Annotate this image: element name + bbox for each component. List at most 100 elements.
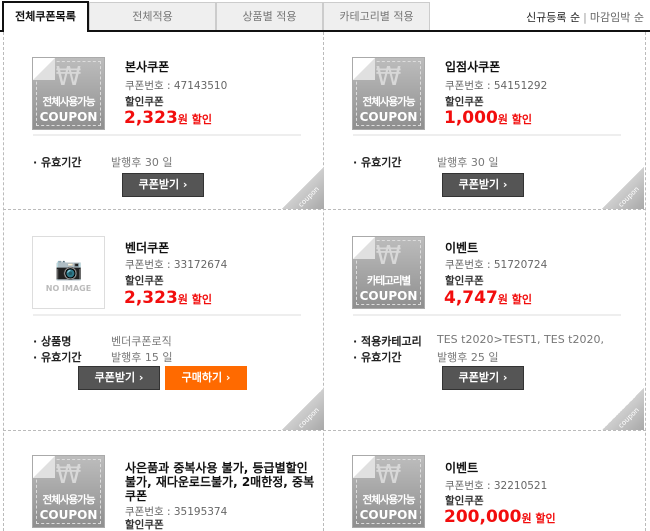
info-value: 발행후 25 일 (437, 351, 499, 364)
thumb-sub: COUPON (39, 110, 98, 124)
sort-newest[interactable]: 신규등록 순 (526, 11, 581, 24)
amount-value: 200,000 (444, 507, 522, 527)
info-label: · 적용카테고리 (353, 335, 422, 348)
coupon-peel-icon: coupon (282, 388, 324, 430)
divider (33, 314, 301, 316)
amount-unit: 원 할인 (521, 512, 556, 525)
coupon-title: 본사쿠폰 (125, 60, 170, 74)
info-label: · 유효기간 (353, 156, 402, 169)
coupon-title: 이벤트 (445, 241, 479, 255)
coupon-card: ₩ 전체사용가능 COUPON 사은품과 중복사용 불가, 등급별할인불가, 재다운로… (4, 431, 324, 531)
thumb-border (36, 61, 101, 126)
coupon-thumbnail: ₩ 카테고리별 COUPON (352, 236, 425, 309)
page-curl-icon (33, 58, 55, 80)
amount-value: 4,747 (444, 288, 498, 308)
sort-separator: | (583, 11, 587, 24)
coupon-card: ₩ 전체사용가능 COUPON 이벤트 쿠폰번호 : 32210521 할인쿠폰 200,0… (324, 431, 644, 531)
coupon-thumbnail: ₩ 전체사용가능 COUPON (32, 455, 105, 528)
coupon-title: 입점사쿠폰 (445, 60, 501, 74)
won-icon: ₩ (375, 241, 402, 271)
thumb-sub: COUPON (359, 508, 418, 522)
coupon-peel-icon: coupon (282, 167, 324, 209)
get-coupon-button[interactable]: 쿠폰받기 › (442, 366, 524, 390)
coupon-tabs: 전체쿠폰목록 전체적용 상품별 적용 카테고리별 적용 신규등록 순 | 마감임박 … (0, 0, 650, 32)
page-curl-icon (353, 237, 375, 259)
thumb-label: 전체사용가능 (42, 494, 96, 506)
page-curl-icon (33, 456, 55, 478)
sort-options: 신규등록 순 | 마감임박 순 (526, 9, 644, 25)
amount-unit: 원 할인 (497, 113, 532, 126)
discount-amount: 2,323원 할인 (124, 288, 212, 308)
discount-label: 할인쿠폰 (125, 96, 164, 108)
info-label: · 유효기간 (33, 156, 82, 169)
coupon-thumbnail: ₩ 전체사용가능 COUPON (32, 57, 105, 130)
get-coupon-button[interactable]: 쿠폰받기 › (122, 173, 204, 197)
amount-unit: 원 할인 (177, 113, 212, 126)
discount-amount: 4,747원 할인 (444, 288, 532, 308)
coupon-card: ₩ 전체사용가능 COUPON 본사쿠폰 쿠폰번호 : 47143510 할인쿠폰 2,32… (4, 33, 324, 209)
tab-all-apply[interactable]: 전체적용 (89, 2, 216, 30)
divider (645, 32, 646, 531)
amount-value: 2,323 (124, 288, 178, 308)
discount-label: 할인쿠폰 (125, 519, 164, 531)
coupon-grid: ₩ 전체사용가능 COUPON 본사쿠폰 쿠폰번호 : 47143510 할인쿠폰 2,32… (0, 32, 650, 531)
coupon-number: 쿠폰번호 : 47143510 (125, 80, 228, 92)
divider (3, 430, 646, 431)
coupon-title: 사은품과 중복사용 불가, 등급별할인불가, 재다운로드불가, 2매한정, 중복… (125, 461, 315, 503)
info-value: TES t2020>TEST1, TES t2020, (437, 333, 604, 346)
thumb-sub: COUPON (39, 508, 98, 522)
coupon-title: 벤더쿠폰 (125, 241, 170, 255)
won-icon: ₩ (375, 460, 402, 490)
peel-label: coupon (617, 185, 642, 209)
info-value: 발행후 30 일 (437, 156, 499, 169)
thumb-label: 전체사용가능 (362, 96, 416, 108)
info-label: · 유효기간 (353, 351, 402, 364)
get-coupon-button[interactable]: 쿠폰받기 › (78, 366, 160, 390)
won-icon: ₩ (375, 62, 402, 92)
peel-label: coupon (617, 406, 642, 430)
amount-unit: 원 할인 (497, 293, 532, 306)
thumb-border (36, 459, 101, 524)
thumb-label: 전체사용가능 (362, 494, 416, 506)
coupon-thumbnail: ₩ 전체사용가능 COUPON (352, 455, 425, 528)
coupon-peel-icon: coupon (602, 167, 644, 209)
coupon-number: 쿠폰번호 : 32210521 (445, 480, 548, 492)
page-curl-icon (353, 456, 375, 478)
amount-value: 1,000 (444, 108, 498, 128)
thumb-border (356, 240, 421, 305)
coupon-number: 쿠폰번호 : 54151292 (445, 80, 548, 92)
thumb-border (356, 61, 421, 126)
info-value: 벤더쿠폰로직 (111, 335, 172, 348)
tab-product-apply[interactable]: 상품별 적용 (216, 2, 323, 30)
won-icon: ₩ (55, 62, 82, 92)
discount-label: 할인쿠폰 (445, 96, 484, 108)
divider (3, 209, 646, 210)
info-value: 발행후 30 일 (111, 156, 173, 169)
coupon-peel-icon: coupon (602, 388, 644, 430)
no-image-label: NO IMAGE (45, 284, 92, 293)
tab-category-apply[interactable]: 카테고리별 적용 (323, 2, 430, 30)
camera-icon: 📷 (55, 257, 83, 282)
divider (323, 32, 324, 531)
divider (353, 314, 621, 316)
discount-label: 할인쿠폰 (445, 495, 484, 507)
thumb-label: 전체사용가능 (42, 96, 96, 108)
buy-button[interactable]: 구매하기 › (165, 366, 247, 390)
sort-expiring[interactable]: 마감임박 순 (589, 11, 644, 24)
page-curl-icon (353, 58, 375, 80)
coupon-thumbnail: ₩ 전체사용가능 COUPON (352, 57, 425, 130)
divider (33, 134, 301, 136)
get-coupon-button[interactable]: 쿠폰받기 › (442, 173, 524, 197)
info-label: · 상품명 (33, 335, 72, 348)
thumb-sub: COUPON (359, 110, 418, 124)
info-value: 발행후 15 일 (111, 351, 173, 364)
amount-unit: 원 할인 (177, 293, 212, 306)
won-icon: ₩ (55, 460, 82, 490)
coupon-number: 쿠폰번호 : 33172674 (125, 259, 228, 271)
tab-all-coupons[interactable]: 전체쿠폰목록 (2, 1, 89, 32)
discount-label: 할인쿠폰 (125, 275, 164, 287)
thumb-sub: COUPON (359, 289, 418, 303)
no-image-thumbnail: 📷 NO IMAGE (32, 236, 105, 309)
